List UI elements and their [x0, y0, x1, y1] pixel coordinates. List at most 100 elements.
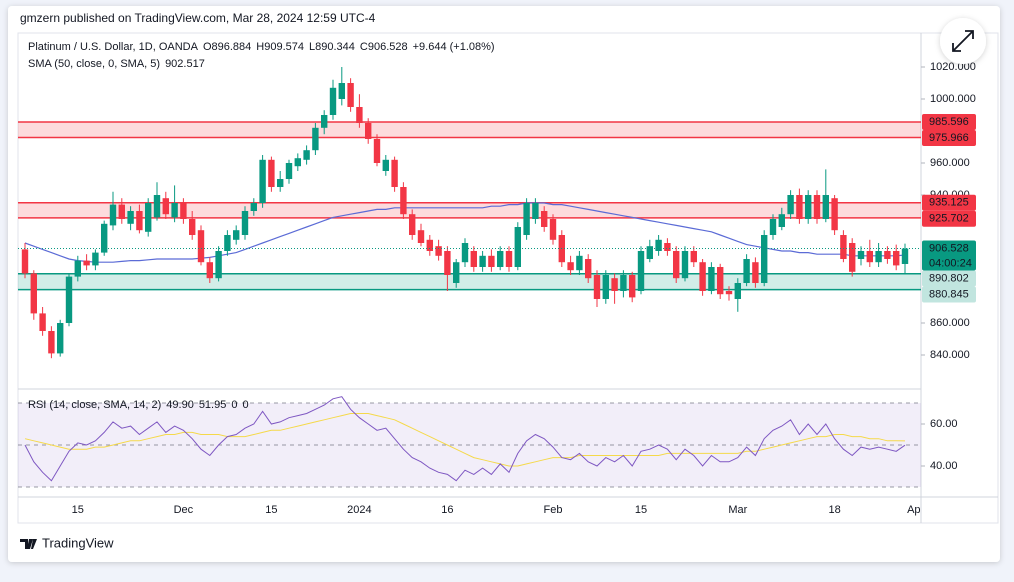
candle-body: [585, 259, 592, 279]
candle-body: [241, 211, 249, 235]
candle-body: [417, 230, 425, 243]
candle-body: [725, 291, 733, 295]
candle-body: [497, 251, 504, 267]
candle-body: [787, 195, 794, 215]
y-tick-label: 40.00: [930, 460, 958, 472]
candle-body: [444, 251, 451, 275]
candle-body: [611, 278, 618, 291]
plot-area: [18, 67, 921, 488]
legend-item: H909.574: [256, 41, 304, 53]
sma-line: [24, 202, 906, 263]
candle-body: [523, 203, 530, 235]
candle-body: [285, 163, 293, 179]
candle-body: [21, 249, 29, 274]
candle-body: [901, 248, 909, 264]
candle-body: [39, 313, 46, 331]
price-tag: [922, 130, 976, 147]
candle-body: [101, 223, 108, 253]
price-tag: [922, 240, 976, 271]
candle-body: [796, 195, 803, 219]
zone: [18, 122, 921, 138]
candle-body: [593, 275, 601, 299]
brand: TradingView: [42, 535, 114, 550]
x-tick-label: Dec: [174, 504, 194, 516]
x-tick-label: Feb: [544, 504, 563, 516]
legend-item: 51.95: [199, 399, 227, 411]
candle-body: [83, 260, 90, 266]
candle-body: [866, 251, 873, 263]
candle-body: [857, 251, 865, 259]
candle-body: [189, 219, 196, 235]
x-tick-label: 16: [441, 504, 453, 516]
price-tag: [922, 270, 976, 287]
candle-body: [884, 251, 891, 259]
candle-body: [382, 159, 389, 171]
candle-body: [549, 219, 557, 240]
price-tag: [922, 286, 976, 303]
y-tick-label: 1000.000: [930, 93, 976, 105]
candle-body: [532, 203, 539, 219]
candle-body: [505, 251, 513, 267]
candle-body: [303, 150, 310, 160]
candle-body: [74, 260, 81, 277]
candle-body: [664, 243, 671, 251]
candle-body: [215, 251, 222, 279]
candle-body: [259, 159, 266, 203]
candle-body: [479, 255, 486, 267]
x-tick-label: Ap: [907, 504, 920, 516]
zone: [18, 202, 921, 218]
candle-body: [681, 251, 689, 279]
candle-body: [136, 211, 143, 231]
candle-body: [805, 195, 812, 219]
candle-body: [391, 159, 398, 187]
candle-body: [30, 273, 37, 314]
candle-body: [426, 239, 433, 251]
legend-item: RSI (14, close, SMA, 14, 2): [28, 399, 161, 411]
price-tag-label: 925.702: [929, 213, 969, 225]
candle-body: [268, 159, 275, 187]
candle-body: [127, 211, 134, 224]
candle-body: [769, 219, 777, 235]
legend-item: O896.884: [203, 41, 251, 53]
candle-body: [778, 214, 785, 227]
candle-body: [435, 246, 442, 256]
zone: [18, 273, 921, 290]
y-tick-label: 60.00: [930, 418, 958, 430]
candle-body: [813, 195, 821, 219]
candle-body: [461, 243, 469, 263]
legend-item: 0: [242, 399, 248, 411]
legend-item: L890.344: [309, 41, 355, 53]
candle-body: [637, 251, 645, 291]
expand-icon[interactable]: [952, 30, 974, 52]
price-tag: [922, 210, 976, 227]
candle-body: [373, 139, 381, 163]
x-tick-label: 15: [265, 504, 277, 516]
price-tag-label: 975.966: [929, 132, 969, 144]
candle-body: [831, 198, 838, 231]
chart-frame: [17, 32, 999, 524]
candle-body: [761, 235, 768, 283]
candle-body: [488, 255, 495, 267]
price-tag: [922, 194, 976, 211]
candle-body: [629, 275, 636, 298]
legend-item: 49.90: [166, 399, 194, 411]
candle-body: [250, 203, 257, 211]
candle-body: [849, 243, 856, 272]
candle-body: [118, 204, 125, 219]
rsi-line: [24, 396, 906, 482]
legend-item: 902.517: [165, 58, 205, 70]
candle-body: [206, 262, 213, 279]
publisher-note: gmzern published on TradingView.com, Mar…: [20, 11, 376, 25]
expand-button[interactable]: [940, 18, 986, 64]
candle-body: [470, 251, 477, 267]
candle-body: [717, 267, 724, 295]
candle-body: [57, 323, 64, 354]
candle-body: [875, 251, 882, 263]
candle-body: [162, 198, 169, 215]
y-tick-label: 960.000: [930, 157, 970, 169]
candle-body: [224, 235, 231, 251]
candle-body: [197, 230, 205, 263]
candle-body: [338, 83, 345, 99]
candle-body: [347, 83, 354, 107]
